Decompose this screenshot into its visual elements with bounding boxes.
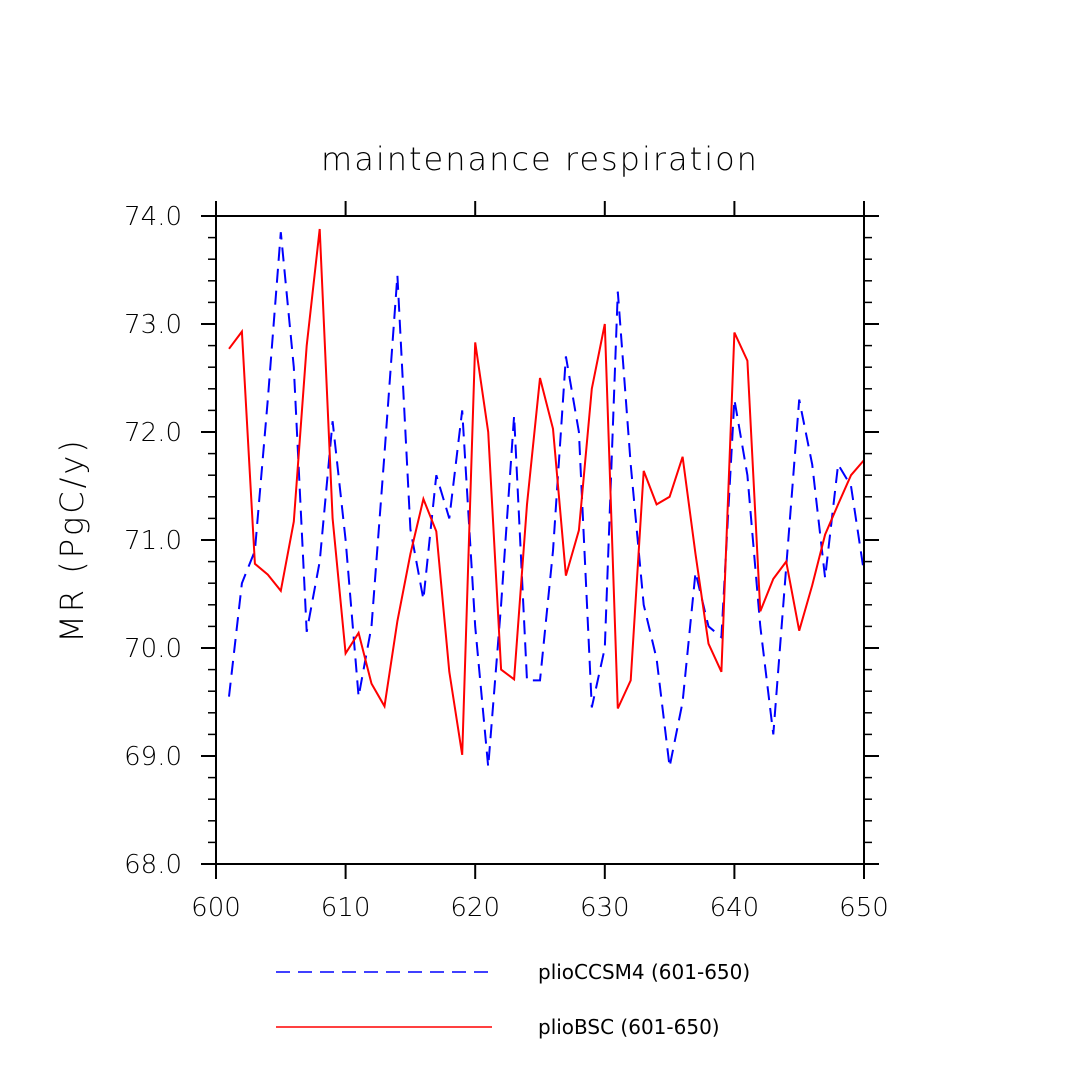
y-tick-label: 74.0 xyxy=(124,202,182,232)
axes-layer: 600 610 620 630 640 650 68.0 69.0 70.0 71.0 72.0 73… xyxy=(124,201,889,923)
y-tick-label: 71.0 xyxy=(124,526,182,556)
x-tick-label: 640 xyxy=(710,893,760,923)
x-tick-label: 600 xyxy=(191,893,241,923)
series-line-1 xyxy=(228,232,865,767)
x-tick-label: 630 xyxy=(580,893,630,923)
legend-label-1: plioCCSM4 (601-650) xyxy=(538,960,750,984)
y-tick-label: 69.0 xyxy=(124,742,182,772)
x-tick-label: 650 xyxy=(839,893,889,923)
y-tick-label: 68.0 xyxy=(124,850,182,880)
chart-title: maintenance respiration xyxy=(321,140,759,178)
legend: plioCCSM4 (601-650) plioBSC (601-650) xyxy=(276,960,750,1039)
x-tick-label: 610 xyxy=(321,893,371,923)
series-line-2 xyxy=(228,228,865,756)
y-tick-label: 70.0 xyxy=(124,634,182,664)
plot-frame xyxy=(215,215,865,865)
legend-label-2: plioBSC (601-650) xyxy=(538,1015,720,1039)
series-layer xyxy=(228,228,865,767)
x-tick-label: 620 xyxy=(450,893,500,923)
y-axis-label: MR (PgC/y) xyxy=(53,437,91,643)
y-tick-label: 72.0 xyxy=(124,418,182,448)
y-tick-label: 73.0 xyxy=(124,310,182,340)
